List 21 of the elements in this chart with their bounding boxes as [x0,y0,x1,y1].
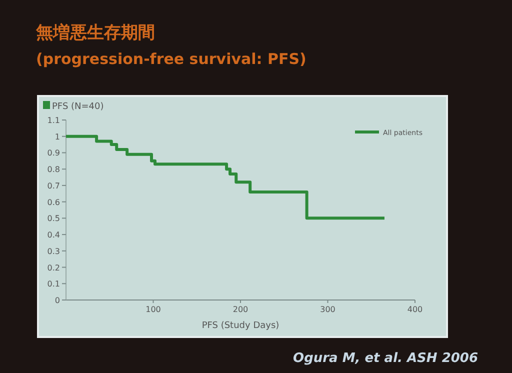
y-tick-label: 0.3 [47,246,60,256]
x-tick-label: 400 [407,305,423,314]
chart-subtitle: (progression-free survival: PFS) [36,50,306,68]
y-tick-label: 0 [54,296,60,305]
y-tick-label: 0.5 [47,214,60,224]
y-tick-label: 0.6 [47,198,60,207]
x-tick-label: 100 [146,305,161,314]
y-tick-label: 0.8 [47,165,60,174]
x-tick-label: 200 [232,305,248,314]
chart-title: 無増悪生存期間 [35,22,155,43]
text: PFS (N=40) [52,102,104,112]
x-tick-label: 300 [320,305,336,314]
y-tick-label: 0.4 [47,230,60,240]
y-tick-label: 1 [54,132,60,142]
text: Ogura M, et al. ASH 2006 [293,351,478,366]
y-tick-label: 0.2 [47,263,60,272]
y-tick-label: 1.1 [47,116,60,125]
x-axis-title: PFS (Study Days) [202,321,280,331]
y-tick-label: 0.1 [47,280,60,289]
y-tick-label: 0.9 [47,148,60,158]
y-tick-label: 0.7 [47,181,60,190]
